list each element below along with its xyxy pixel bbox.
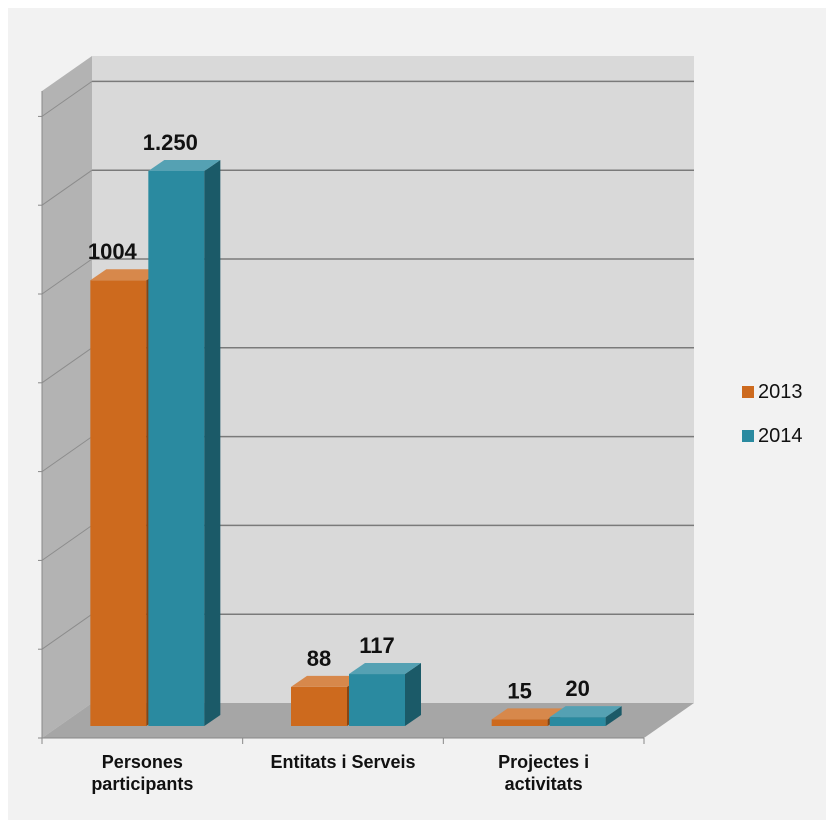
bar-side xyxy=(405,663,421,726)
gridline-side xyxy=(41,613,93,650)
bar-2014-1 xyxy=(349,663,421,726)
data-label: 1004 xyxy=(88,239,138,264)
data-label: 20 xyxy=(565,676,589,701)
bar-front xyxy=(349,674,405,726)
legend-label: 2014 xyxy=(758,425,803,447)
gridline-side xyxy=(41,80,93,117)
bar-top xyxy=(90,269,163,281)
bar-front xyxy=(148,171,205,726)
category-label: Entitats i Serveis xyxy=(270,752,415,772)
gridline-side xyxy=(41,436,93,473)
gridline-side xyxy=(41,524,93,561)
legend-swatch xyxy=(742,386,754,398)
bar-front xyxy=(549,717,606,726)
legend-label: 2013 xyxy=(758,381,803,403)
legend-swatch xyxy=(742,430,754,442)
gridline-side xyxy=(41,258,93,295)
bar-top xyxy=(349,663,421,675)
bar-top xyxy=(291,675,363,687)
category-label: Projectes i xyxy=(498,752,589,772)
bar-front xyxy=(291,686,347,726)
bar-side xyxy=(204,160,221,726)
category-label: Persones xyxy=(102,752,183,772)
bar-2014-2 xyxy=(549,706,622,726)
bar-top xyxy=(148,160,221,171)
bar-top xyxy=(549,706,622,718)
bar-2014-0 xyxy=(148,160,221,726)
bar-top xyxy=(491,708,564,720)
data-label: 15 xyxy=(507,678,531,703)
bar-front xyxy=(491,719,548,726)
bar-side xyxy=(605,706,622,726)
category-label: participants xyxy=(91,774,193,794)
gridline-side xyxy=(41,169,93,206)
gridline-side xyxy=(41,347,93,384)
side-wall xyxy=(42,56,92,738)
data-label: 88 xyxy=(307,646,331,671)
data-label: 117 xyxy=(359,633,395,658)
data-label: 1.250 xyxy=(143,130,198,155)
bar-front xyxy=(90,280,147,726)
category-label: activitats xyxy=(505,774,583,794)
